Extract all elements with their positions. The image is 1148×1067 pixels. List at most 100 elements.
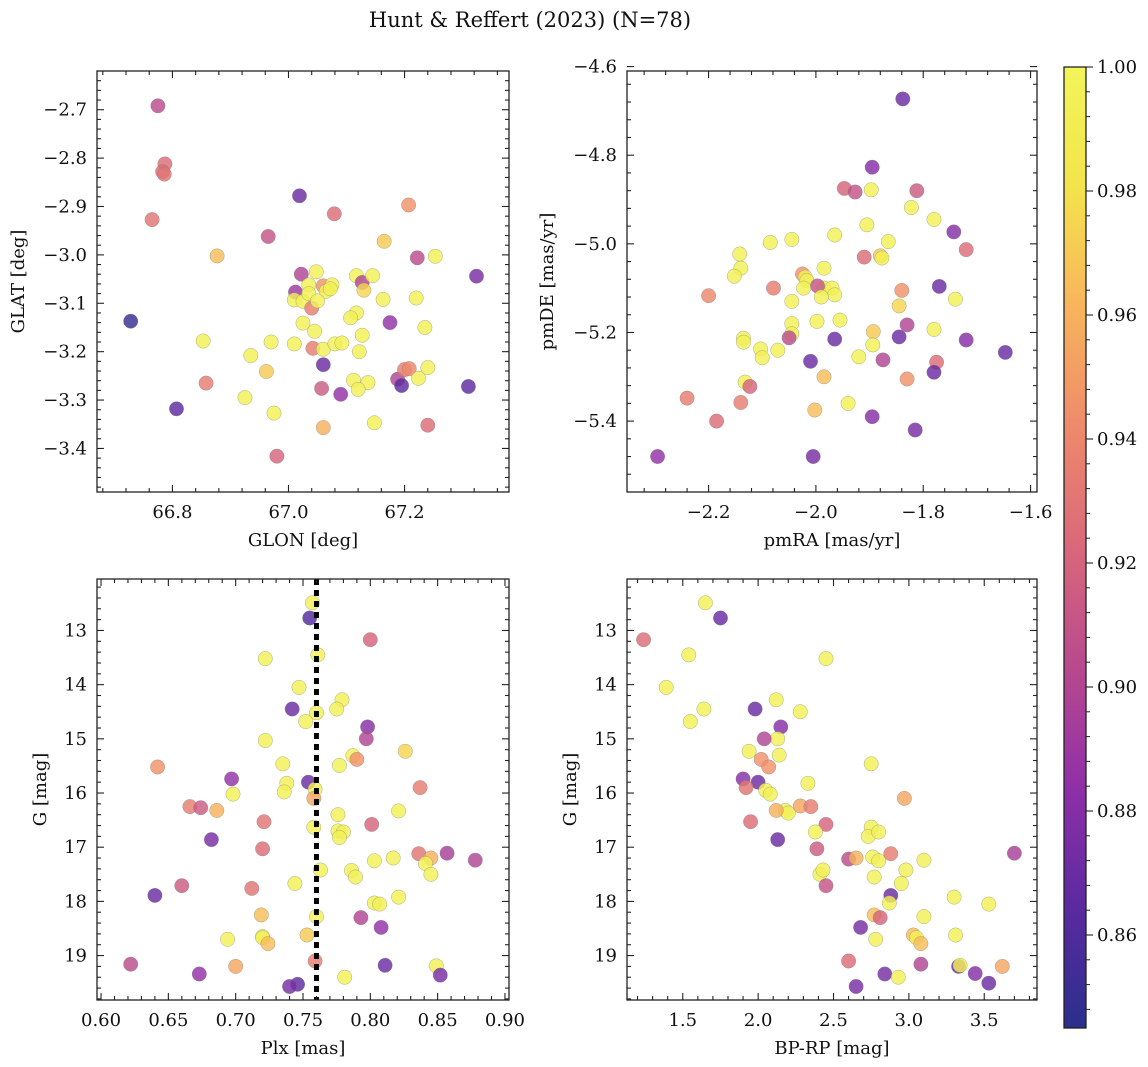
data-point (875, 352, 891, 368)
data-point (827, 331, 843, 347)
data-point (174, 878, 190, 894)
data-point (803, 353, 818, 369)
data-point (768, 802, 784, 818)
data-point (743, 814, 759, 830)
data-point (816, 369, 832, 385)
pm-ticks: −2.2 −2.0 −1.8 −1.6 −5.4 −5.2 −5.0 −4.8 −4.6 (573, 57, 1052, 523)
cmd-axes-frame (626, 578, 1038, 1001)
data-point (847, 184, 863, 200)
data-point (123, 313, 139, 329)
data-point (408, 290, 424, 306)
data-point (880, 234, 896, 250)
x-tick-label: 2.5 (819, 1010, 848, 1031)
data-point (150, 98, 166, 114)
data-point (314, 380, 330, 396)
data-point (863, 756, 879, 772)
data-point (333, 386, 349, 402)
y-tick-label: −2.8 (43, 148, 87, 169)
data-point (732, 246, 748, 262)
data-point (354, 327, 370, 343)
data-point (818, 816, 834, 832)
data-point (916, 909, 932, 925)
x-tick-label: 0.60 (81, 1010, 121, 1031)
data-point (864, 159, 880, 175)
data-point (343, 310, 359, 326)
data-point (813, 289, 829, 305)
data-point (287, 876, 303, 891)
data-point (682, 714, 698, 729)
data-point (848, 979, 864, 994)
data-point (872, 910, 888, 926)
data-point (726, 268, 742, 284)
data-point (391, 889, 407, 905)
colorbar: 0.86 0.88 0.90 0.92 0.94 0.96 0.98 1.00 (1063, 57, 1137, 1029)
data-point (193, 800, 209, 816)
data-point (467, 852, 483, 868)
x-tick-label: −1.6 (1009, 502, 1053, 523)
data-point (255, 841, 271, 857)
data-point (366, 853, 382, 869)
data-point (926, 364, 942, 380)
panel-pm: −2.2 −2.0 −1.8 −1.6 −5.4 −5.2 −5.0 −4.8 −4.6 pmR… (537, 57, 1052, 551)
data-point (460, 379, 476, 394)
y-tick-label: 14 (64, 675, 87, 696)
pm-ylabel: pmDE [mas/yr] (537, 213, 558, 351)
data-point (397, 743, 413, 759)
data-point (890, 969, 906, 985)
y-tick-label: −3.2 (43, 342, 87, 363)
data-point (376, 233, 392, 249)
data-point (237, 390, 253, 406)
data-point (256, 814, 272, 830)
data-point (864, 409, 880, 425)
y-tick-label: −3.1 (43, 293, 87, 314)
data-point (658, 679, 674, 695)
data-point (329, 701, 345, 717)
data-point (156, 166, 172, 182)
data-point (770, 731, 786, 747)
x-tick-label: 2.0 (744, 1010, 773, 1031)
y-tick-label: −4.8 (573, 145, 617, 166)
data-point (356, 282, 372, 298)
panel-plx: 0.60 0.65 0.70 0.75 0.80 0.85 0.90 13 14 15 16 17 18… (30, 578, 525, 1059)
colorbar-tick-label: 1.00 (1097, 57, 1137, 78)
data-point (738, 780, 754, 796)
data-point (768, 692, 784, 708)
data-point (191, 966, 207, 982)
data-point (848, 850, 864, 866)
data-point (741, 743, 757, 759)
data-point (198, 375, 214, 391)
x-tick-label: 0.80 (350, 1010, 390, 1031)
data-point (803, 799, 819, 815)
data-point (315, 357, 331, 373)
data-point (144, 212, 160, 228)
data-point (871, 824, 887, 840)
data-point (257, 651, 273, 667)
data-point (331, 830, 347, 845)
data-point (916, 852, 932, 868)
data-point (784, 293, 800, 309)
data-point (866, 869, 882, 885)
y-tick-label: −5.0 (573, 234, 617, 255)
panel-cmd: 1.5 2.0 2.5 3.0 3.5 13 14 15 16 17 18 19 BP-RP [mag… (560, 578, 1038, 1059)
panel-sky: 66.8 67.0 67.2 −3.4 −3.3 −3.2 −3.1 −3.0 −2.9 −2.8… (8, 70, 510, 551)
data-point (299, 927, 315, 943)
sky-axes-frame (96, 70, 510, 493)
data-point (805, 449, 821, 464)
data-point (417, 320, 433, 335)
data-point (853, 919, 869, 935)
data-point (203, 832, 219, 848)
data-point (771, 747, 787, 763)
data-point (650, 449, 666, 464)
x-tick-label: 0.75 (283, 1010, 323, 1031)
data-point (244, 880, 260, 896)
data-point (913, 936, 929, 952)
y-tick-label: 13 (594, 620, 617, 641)
data-point (330, 807, 346, 823)
data-point (681, 647, 697, 663)
data-point (275, 756, 291, 772)
data-point (818, 651, 834, 667)
data-point (334, 335, 350, 351)
data-point (761, 759, 777, 775)
data-point (997, 344, 1013, 360)
colorbar-tick-label: 0.90 (1097, 677, 1137, 698)
